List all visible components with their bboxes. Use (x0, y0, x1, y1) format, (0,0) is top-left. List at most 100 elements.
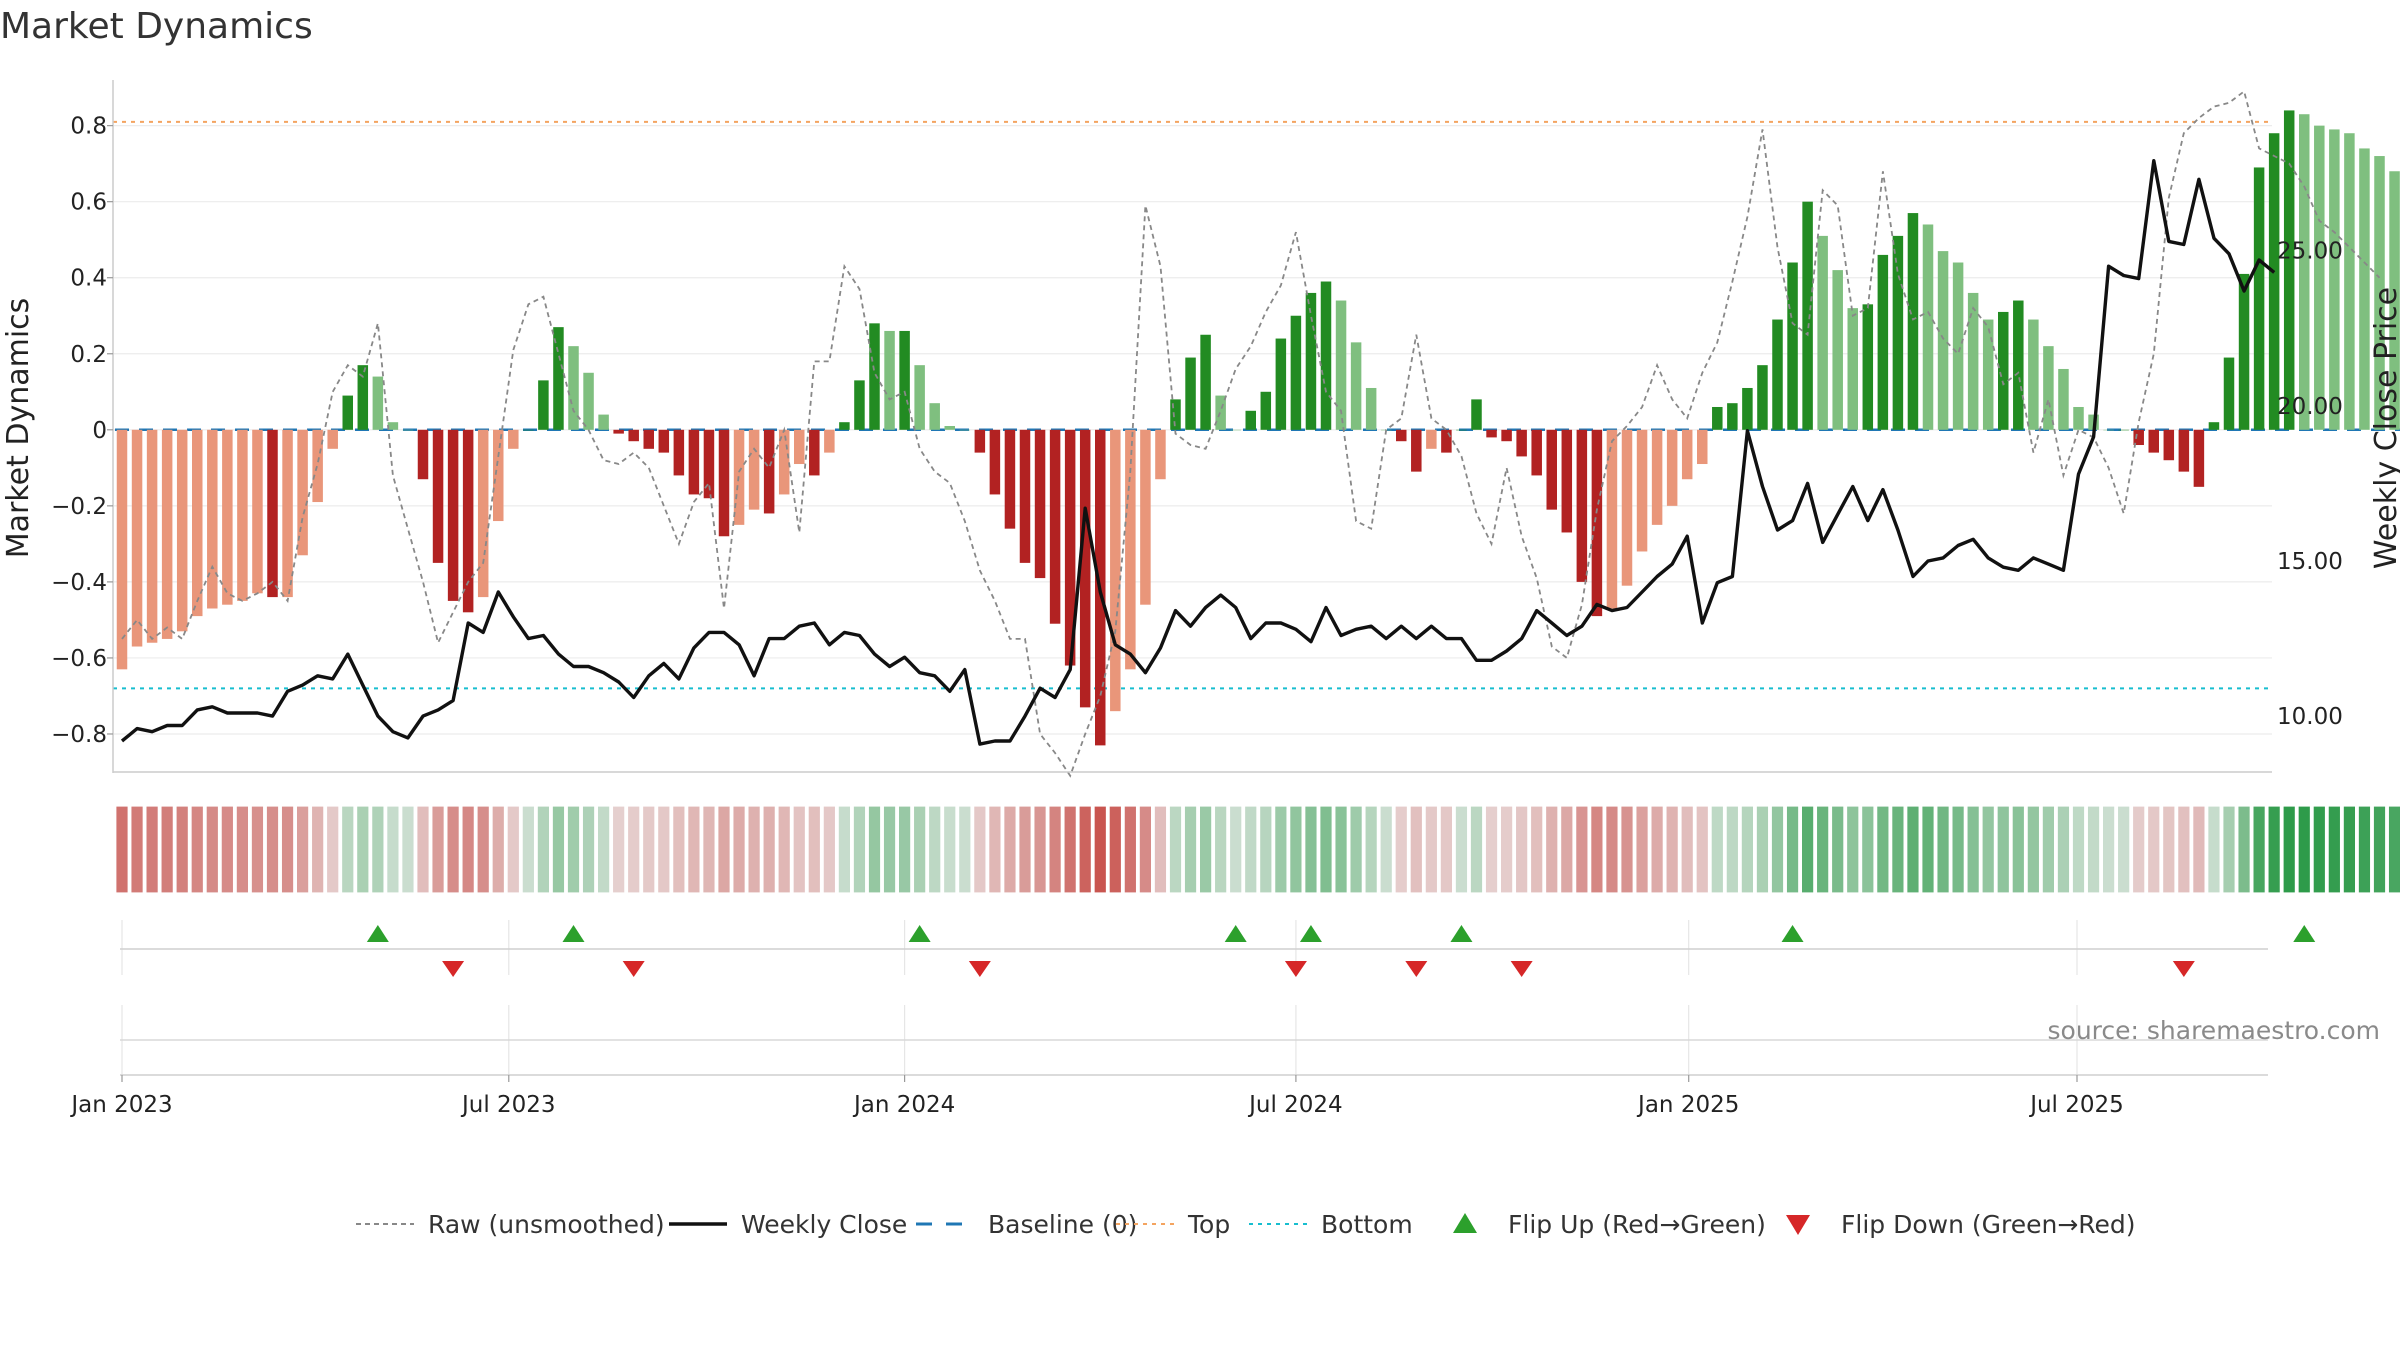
flip-up-marker (1224, 925, 1247, 942)
right-tick-label: 15.00 (2277, 549, 2343, 575)
regime-cell (2252, 805, 2266, 894)
bar-negative (989, 429, 1001, 495)
regime-cell (626, 805, 641, 894)
bar-negative (207, 429, 218, 609)
regime-cell (431, 805, 445, 894)
regime-cell (1710, 805, 1725, 894)
bar-negative (222, 429, 233, 605)
bar-negative (462, 429, 474, 613)
regime-cell (1620, 805, 1634, 894)
regime-cell (1454, 805, 1469, 894)
regime-cell (2041, 805, 2056, 894)
flip-up-marker (908, 925, 931, 942)
regime-cell (822, 805, 837, 894)
bar-positive (1982, 319, 1994, 430)
bar-negative (116, 429, 128, 670)
x-tick-label: Jan 2024 (852, 1092, 955, 1118)
regime-cell (852, 805, 867, 894)
x-tick-label: Jan 2025 (1636, 1092, 1739, 1118)
bar-negative (1049, 429, 1061, 624)
regime-cell (1108, 805, 1123, 894)
bar-negative (432, 429, 444, 563)
regime-cell (401, 805, 415, 894)
regime-cell (491, 805, 506, 894)
flip-down-marker (2172, 961, 2195, 977)
bar-positive (2359, 148, 2370, 430)
regime-cell (280, 805, 295, 894)
bar-positive (402, 429, 414, 431)
regime-cell (1891, 805, 1905, 894)
bar-positive (1907, 213, 1919, 430)
bar-positive (1335, 300, 1347, 430)
regime-cell (1183, 805, 1198, 894)
regime-cell (145, 805, 159, 894)
regime-cell (747, 805, 761, 894)
regime-cell (927, 805, 942, 894)
bar-negative (763, 429, 775, 514)
right-tick-label: 25.00 (2277, 239, 2343, 265)
regime-cell (611, 805, 626, 894)
regime-cell (1815, 805, 1830, 894)
regime-cell (1409, 805, 1424, 894)
regime-cell (416, 805, 430, 894)
legend: Raw (unsmoothed) Weekly Close Baseline (0)… (356, 1210, 2136, 1239)
bar-negative (282, 429, 293, 598)
chart-title: Market Dynamics (0, 6, 313, 47)
regime-cell (1153, 805, 1168, 894)
flip-down-marker (622, 961, 645, 977)
regime-cell (1499, 805, 1514, 894)
bar-negative (658, 429, 670, 453)
legend-label: Raw (unsmoothed) (428, 1210, 665, 1239)
bar-positive (2238, 273, 2250, 430)
regime-cell (1243, 805, 1258, 894)
bar-negative (1636, 429, 1648, 552)
regime-cell (2357, 805, 2372, 894)
bar-positive (2283, 110, 2295, 430)
bar-positive (598, 414, 609, 430)
bar-positive (1772, 319, 1783, 430)
flip-up-marker (366, 925, 389, 942)
bar-negative (237, 429, 248, 601)
bar-negative (192, 429, 203, 617)
regime-cell (1138, 805, 1153, 894)
bar-positive (1832, 270, 1843, 430)
right-y-ticks: 10.00 15.00 20.00 25.00 (2277, 239, 2343, 730)
legend-item: Flip Up (Red→Green) (1453, 1210, 1766, 1239)
left-tick-label: 0 (92, 418, 107, 444)
regime-cell (1755, 805, 1770, 894)
regime-cell (882, 805, 897, 894)
regime-cell (1770, 805, 1785, 894)
regime-cell (2372, 805, 2387, 894)
regime-cell (897, 805, 912, 894)
regime-cell (1860, 805, 1875, 894)
regime-cell (762, 805, 776, 894)
bar-positive (1727, 403, 1738, 430)
regime-cell (837, 805, 852, 894)
bar-negative (1019, 429, 1031, 563)
regime-cell (807, 805, 822, 894)
left-tick-label: 0.4 (70, 266, 107, 292)
regime-cell (1228, 805, 1243, 894)
bar-positive (1967, 292, 1979, 430)
regime-cell (1093, 805, 1108, 894)
regime-cell (1334, 805, 1348, 894)
flip-down-marker (1405, 961, 1428, 977)
bar-negative (493, 429, 504, 522)
bar-positive (914, 365, 925, 430)
bar-negative (1576, 429, 1588, 582)
flip-down-marker (442, 961, 465, 977)
regime-cell (1785, 805, 1800, 894)
regime-cell (1650, 805, 1664, 894)
regime-cell (356, 805, 370, 894)
bar-negative (1561, 429, 1573, 533)
regime-cell (2101, 805, 2116, 894)
flip-down-marker (968, 961, 991, 977)
regime-cell (295, 805, 310, 894)
regime-cell (1514, 805, 1529, 894)
regime-cell (2342, 805, 2357, 894)
regime-cell (205, 805, 220, 894)
regime-cell (506, 805, 521, 894)
regime-cell (1966, 805, 1980, 894)
regime-cell (973, 805, 987, 894)
